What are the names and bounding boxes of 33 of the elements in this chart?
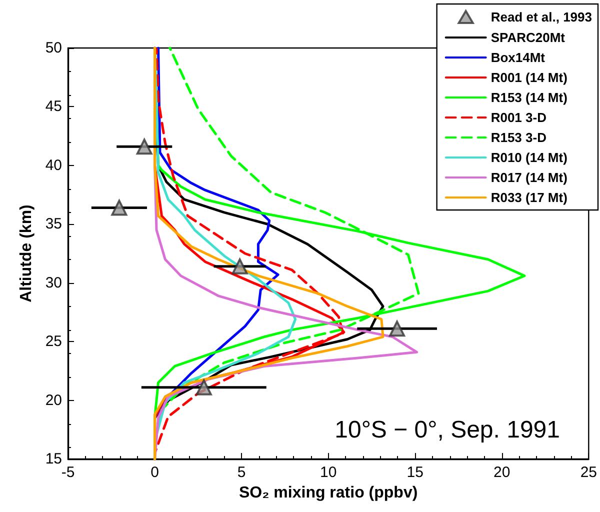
legend-label: R033 (17 Mt) [490,190,568,205]
legend-label: R010 (14 Mt) [490,150,568,165]
x-tick-label: 20 [494,464,510,481]
legend-label: R001 3-D [490,110,546,125]
x-tick-label: 15 [406,464,424,481]
legend-label: R001 (14 Mt) [490,70,568,85]
annotation: 10°S − 0°, Sep. 1991 [334,416,560,444]
y-tick-label: 15 [45,450,62,468]
legend-label: R153 3-D [490,130,546,145]
point [232,258,248,274]
point [136,138,152,155]
point [389,320,406,337]
y-tick-label: 45 [45,98,62,116]
legend-label: R017 (14 Mt) [490,170,568,185]
y-tick-label: 20 [45,392,62,409]
point [196,379,212,396]
legend-label: Box14Mt [490,50,546,65]
x-axis-title: SO₂ mixing ratio (ppbv) [238,484,418,502]
y-tick-label: 50 [45,40,62,56]
y-axis-title: Altiutde (km) [18,204,35,302]
y-tick-label: 25 [45,333,62,350]
x-tick-label: 25 [580,464,597,481]
y-tick-label: 35 [45,216,62,233]
x-tick-label: 5 [237,464,246,481]
x-tick-label: 10 [320,464,337,481]
x-tick-label: -5 [61,464,75,481]
y-tick-label: 40 [45,156,62,174]
y-tick-label: 30 [45,274,62,292]
legend-label: R153 (14 Mt) [490,90,568,105]
legend-label: SPARC20Mt [490,30,566,45]
point [111,200,128,216]
x-tick-label: 0 [150,464,159,481]
legend-label: Read et al., 1993 [490,10,592,24]
